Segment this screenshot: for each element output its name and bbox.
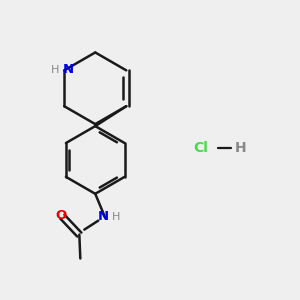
Text: H: H — [51, 65, 59, 75]
Text: H: H — [112, 212, 120, 222]
Text: O: O — [56, 209, 67, 222]
Text: H: H — [235, 141, 246, 155]
Text: N: N — [63, 63, 74, 76]
Text: Cl: Cl — [193, 141, 208, 155]
Text: N: N — [98, 210, 109, 223]
